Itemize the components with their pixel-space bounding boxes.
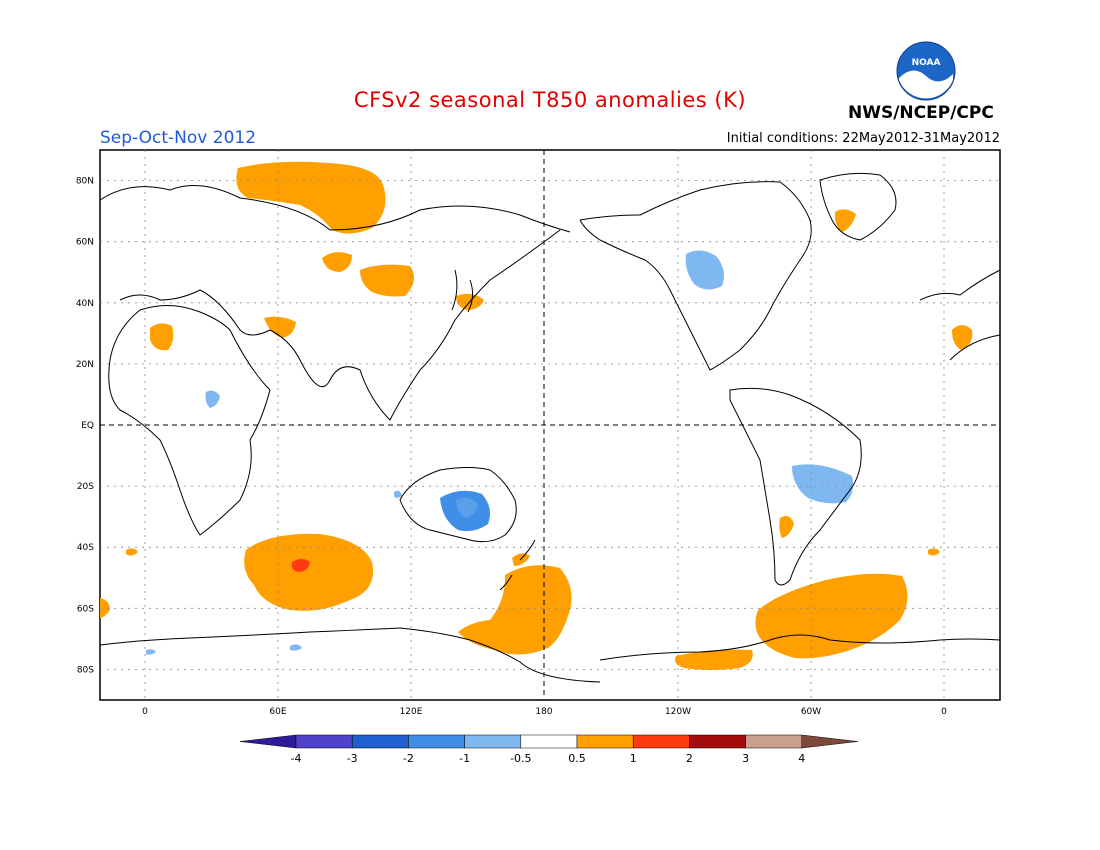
lon-label-60w: 60W bbox=[801, 707, 821, 717]
coast-australia bbox=[399, 467, 517, 543]
longitude-labels: 0 60E 120E 180 120W 60W 0 bbox=[142, 707, 947, 717]
anomaly-shading bbox=[100, 161, 973, 670]
initial-conditions-label: Initial conditions: 22May2012-31May2012 bbox=[726, 131, 1000, 146]
colorbar: -4 -3 -2 -1 -0.5 0.5 1 2 3 4 bbox=[239, 734, 858, 765]
coast-japan bbox=[451, 269, 474, 313]
coast-north-america bbox=[579, 181, 812, 371]
warm-anomaly-small-1 bbox=[126, 548, 138, 556]
warm-anomaly-west-edge bbox=[100, 598, 110, 618]
lat-label-60s: 60S bbox=[77, 604, 94, 614]
warm-anomaly-mongolia bbox=[360, 264, 414, 297]
lon-label-120w: 120W bbox=[665, 707, 691, 717]
lat-label-40n: 40N bbox=[76, 299, 94, 309]
warm-anomaly-new-zealand-south bbox=[458, 565, 572, 655]
coast-greenland bbox=[819, 172, 897, 241]
cold-anomaly-south-america bbox=[792, 464, 854, 504]
warm-anomaly-central-asia bbox=[322, 252, 352, 272]
colorbar-swatch bbox=[745, 734, 803, 749]
colorbar-label: 3 bbox=[742, 752, 749, 765]
warm-anomaly-core bbox=[291, 559, 310, 572]
logo-text: NOAA bbox=[912, 58, 941, 68]
cold-anomaly-small-1 bbox=[290, 644, 302, 651]
warm-anomaly-southern-indian-ocean bbox=[244, 533, 374, 611]
colorbar-label: 0.5 bbox=[568, 752, 586, 765]
colorbar-label: -0.5 bbox=[510, 752, 531, 765]
latitude-labels: 80N 60N 40N 20N EQ 20S 40S 60S 80S bbox=[76, 177, 94, 676]
lon-label-0-east: 0 bbox=[941, 707, 947, 717]
lat-label-80s: 80S bbox=[77, 665, 94, 675]
chart-title: CFSv2 seasonal T850 anomalies (K) bbox=[353, 88, 747, 112]
lat-label-eq: EQ bbox=[81, 421, 94, 431]
lat-label-20n: 20N bbox=[76, 360, 94, 370]
lon-label-0-west: 0 bbox=[142, 707, 148, 717]
warm-anomaly-patagonia bbox=[779, 516, 794, 538]
map-panel: 80N 60N 40N 20N EQ 20S 40S 60S 80S 0 60E… bbox=[76, 149, 1001, 717]
colorbar-swatch bbox=[689, 734, 746, 749]
colorbar-swatch bbox=[408, 734, 465, 749]
warm-anomaly-west-africa-east bbox=[952, 325, 973, 350]
colorbar-swatch bbox=[351, 734, 409, 749]
warm-anomaly-greenland bbox=[834, 209, 856, 232]
colorbar-label: -1 bbox=[459, 752, 470, 765]
coast-africa bbox=[108, 305, 271, 536]
warm-anomaly-arctic-siberia bbox=[236, 161, 386, 234]
coast-europe-east bbox=[919, 269, 1001, 361]
lat-label-40s: 40S bbox=[77, 543, 94, 553]
agency-label: NWS/NCEP/CPC bbox=[848, 103, 994, 123]
lon-label-180: 180 bbox=[535, 707, 552, 717]
warm-anomaly-small-2 bbox=[928, 548, 940, 556]
lon-label-60e: 60E bbox=[269, 707, 286, 717]
warm-anomaly-tasman bbox=[512, 553, 530, 566]
cold-anomaly-small-2 bbox=[146, 649, 156, 655]
warm-anomaly-south-atlantic bbox=[755, 573, 908, 659]
colorbar-swatch bbox=[632, 734, 690, 749]
cold-anomaly-small-3 bbox=[394, 490, 402, 498]
colorbar-label: -3 bbox=[347, 752, 358, 765]
noaa-logo: NOAA bbox=[896, 41, 956, 101]
colorbar-label: -2 bbox=[403, 752, 414, 765]
coast-new-zealand bbox=[499, 539, 536, 591]
colorbar-label: -4 bbox=[291, 752, 302, 765]
season-label: Sep-Oct-Nov 2012 bbox=[100, 128, 257, 148]
colorbar-arrow-high bbox=[801, 734, 858, 749]
warm-anomaly-antarctic-pacific bbox=[675, 649, 753, 670]
colorbar-swatch bbox=[520, 734, 578, 749]
lon-label-120e: 120E bbox=[400, 707, 423, 717]
cold-anomaly-north-america bbox=[685, 250, 724, 290]
colorbar-label: 1 bbox=[630, 752, 637, 765]
cold-anomaly-australia-core bbox=[456, 497, 478, 518]
lat-label-60n: 60N bbox=[76, 238, 94, 248]
colorbar-swatch bbox=[295, 734, 353, 749]
warm-anomaly-middle-east bbox=[264, 316, 296, 338]
coast-eurasia bbox=[99, 185, 571, 421]
coast-antarctica bbox=[99, 627, 1001, 683]
cold-anomaly-africa bbox=[205, 390, 220, 408]
lat-label-20s: 20S bbox=[77, 482, 94, 492]
warm-anomaly-north-africa bbox=[150, 323, 174, 351]
colorbar-swatch bbox=[464, 734, 522, 749]
colorbar-swatch bbox=[576, 734, 634, 749]
colorbar-arrow-low bbox=[239, 734, 297, 749]
coast-south-america bbox=[729, 387, 862, 586]
colorbar-label: 2 bbox=[686, 752, 693, 765]
coastlines bbox=[99, 172, 1001, 683]
lat-label-80n: 80N bbox=[76, 177, 94, 187]
colorbar-label: 4 bbox=[798, 752, 805, 765]
